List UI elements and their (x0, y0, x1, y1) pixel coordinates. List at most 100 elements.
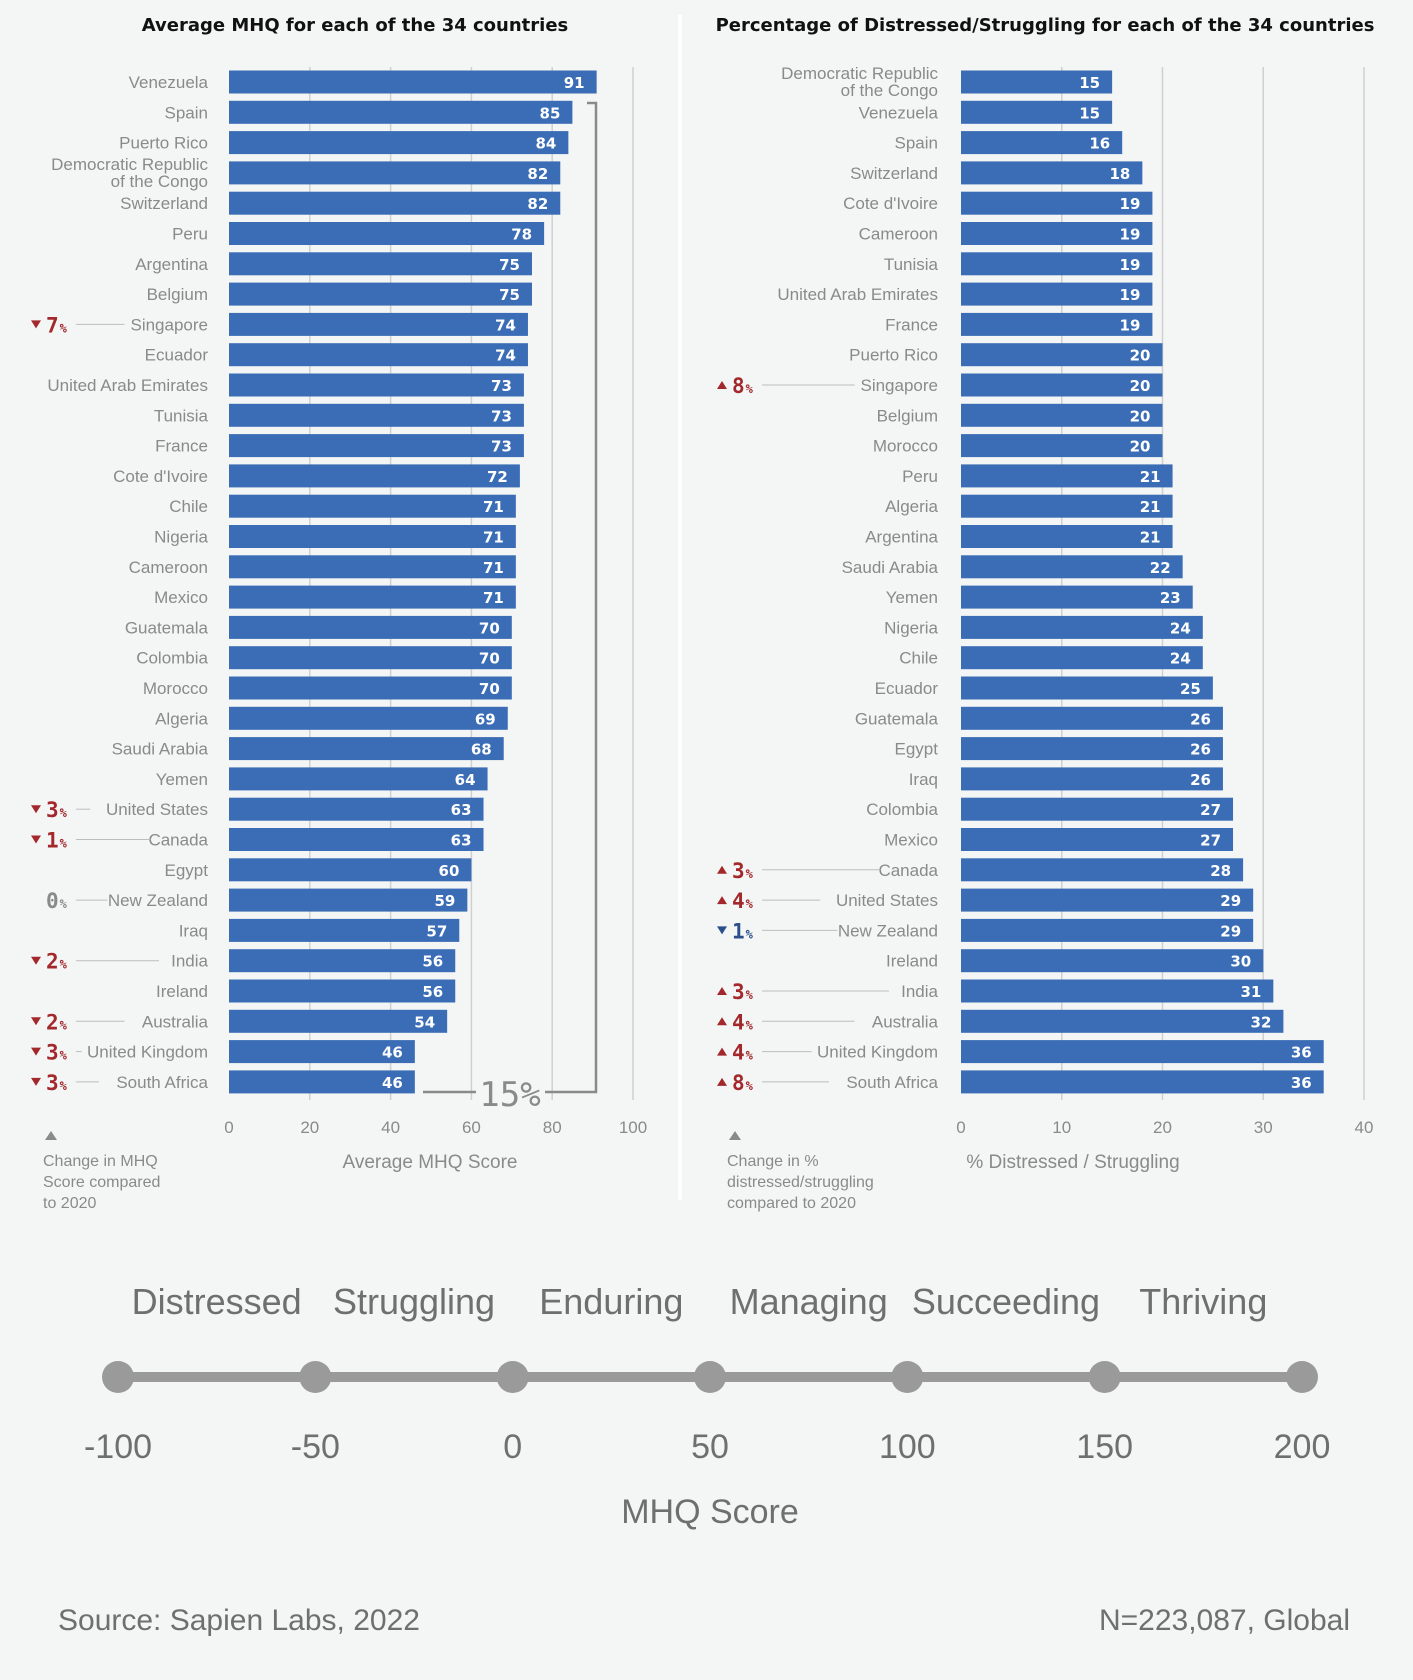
mhq-chart-title: Average MHQ for each of the 34 countries (142, 15, 569, 36)
bar-value-label: 25 (1180, 680, 1201, 698)
bar-value-label: 71 (483, 529, 504, 547)
bar-value-label: 20 (1130, 438, 1151, 456)
bar (961, 494, 1173, 518)
category-label: Ecuador (875, 679, 939, 698)
scale-tick-label: 100 (879, 1428, 936, 1466)
bar (229, 979, 456, 1003)
bar-value-label: 26 (1190, 741, 1211, 759)
mhq-bar-chart: Average MHQ for each of the 34 countries… (31, 15, 647, 1212)
bar (961, 615, 1203, 639)
bar (229, 252, 532, 276)
category-label: United States (106, 800, 208, 819)
bar (229, 737, 504, 761)
change-up-arrow-icon (717, 987, 727, 995)
category-label: Venezuela (859, 103, 939, 122)
range-bracket (423, 101, 598, 1094)
bar (961, 434, 1163, 458)
category-label: Australia (142, 1012, 209, 1031)
change-note-arrow-icon (45, 1131, 57, 1140)
bar (229, 191, 561, 215)
bar (961, 797, 1234, 821)
bar (229, 100, 573, 124)
x-tick-label: 0 (224, 1118, 233, 1137)
bar (229, 888, 468, 912)
bar-value-label: 19 (1120, 316, 1141, 334)
category-label: Egypt (895, 740, 939, 759)
bar-value-label: 27 (1200, 832, 1221, 850)
bar (229, 676, 512, 700)
category-label: Chile (899, 649, 938, 668)
category-label: United Kingdom (817, 1043, 938, 1062)
category-label: Canada (878, 861, 938, 880)
x-tick-label: 20 (300, 1118, 319, 1137)
bar (961, 282, 1153, 306)
category-label: Puerto Rico (849, 346, 938, 365)
bar (229, 70, 597, 94)
bar-value-label: 85 (540, 104, 561, 122)
change-up-arrow-icon (717, 381, 727, 389)
bar (229, 403, 524, 427)
change-value: 3% (46, 798, 68, 822)
change-up-arrow-icon (717, 865, 727, 874)
category-label: Tunisia (884, 255, 939, 274)
category-label: Guatemala (855, 709, 939, 728)
bar (229, 828, 484, 851)
change-value: 3% (732, 859, 754, 883)
bar-value-label: 30 (1230, 953, 1251, 971)
bar (229, 767, 488, 791)
change-value: 3% (46, 1041, 68, 1065)
category-label: Nigeria (154, 528, 208, 547)
scale-dot (1286, 1361, 1318, 1393)
bar (229, 1040, 415, 1064)
category-label: South Africa (846, 1073, 938, 1092)
category-label: Egypt (165, 861, 209, 880)
change-down-arrow-icon (717, 926, 727, 935)
bar-value-label: 19 (1120, 226, 1141, 244)
bar-value-label: 54 (414, 1013, 435, 1031)
change-note-arrow-icon (729, 1131, 741, 1140)
category-label: Colombia (136, 649, 208, 668)
category-label: Chile (169, 497, 208, 516)
bar (229, 343, 528, 367)
x-tick-label: 80 (543, 1118, 562, 1137)
bar (961, 403, 1163, 427)
bar-value-label: 74 (495, 347, 516, 365)
category-label: Cote d'Ivoire (113, 467, 208, 486)
bar (229, 525, 516, 548)
bar-value-label: 20 (1130, 347, 1151, 365)
bar (229, 373, 524, 397)
scale-tick-label: 50 (691, 1428, 729, 1466)
x-tick-label: 40 (381, 1118, 400, 1137)
bar (961, 70, 1113, 94)
bar-value-label: 70 (479, 650, 500, 668)
category-label: Yemen (886, 588, 938, 607)
scale-category-label: Succeeding (912, 1281, 1100, 1322)
bar-value-label: 15 (1079, 74, 1100, 92)
bar-value-label: 26 (1190, 710, 1211, 728)
change-up-arrow-icon (717, 1047, 727, 1056)
change-value: 3% (46, 1071, 68, 1095)
bar-value-label: 91 (564, 74, 585, 92)
category-label: India (171, 952, 208, 971)
bar (961, 676, 1213, 700)
bar (229, 1070, 415, 1094)
bar-value-label: 82 (527, 195, 548, 213)
category-label: Democratic Republic of the Congo (781, 64, 938, 100)
bar (229, 161, 561, 185)
bar-value-label: 71 (483, 589, 504, 607)
bar-value-label: 24 (1170, 619, 1191, 637)
change-up-arrow-icon (717, 1017, 727, 1026)
category-label: Belgium (147, 285, 208, 304)
bar-value-label: 21 (1140, 468, 1161, 486)
source-text: Source: Sapien Labs, 2022 (58, 1604, 420, 1637)
bar (961, 979, 1274, 1003)
bar-value-label: 84 (535, 135, 556, 153)
change-value: 3% (732, 980, 754, 1004)
bar (229, 585, 516, 609)
category-label: Argentina (135, 255, 208, 274)
bar (229, 434, 524, 458)
bar (961, 888, 1254, 912)
bar (229, 312, 528, 336)
category-label: Iraq (909, 770, 938, 789)
change-down-arrow-icon (31, 1047, 41, 1056)
